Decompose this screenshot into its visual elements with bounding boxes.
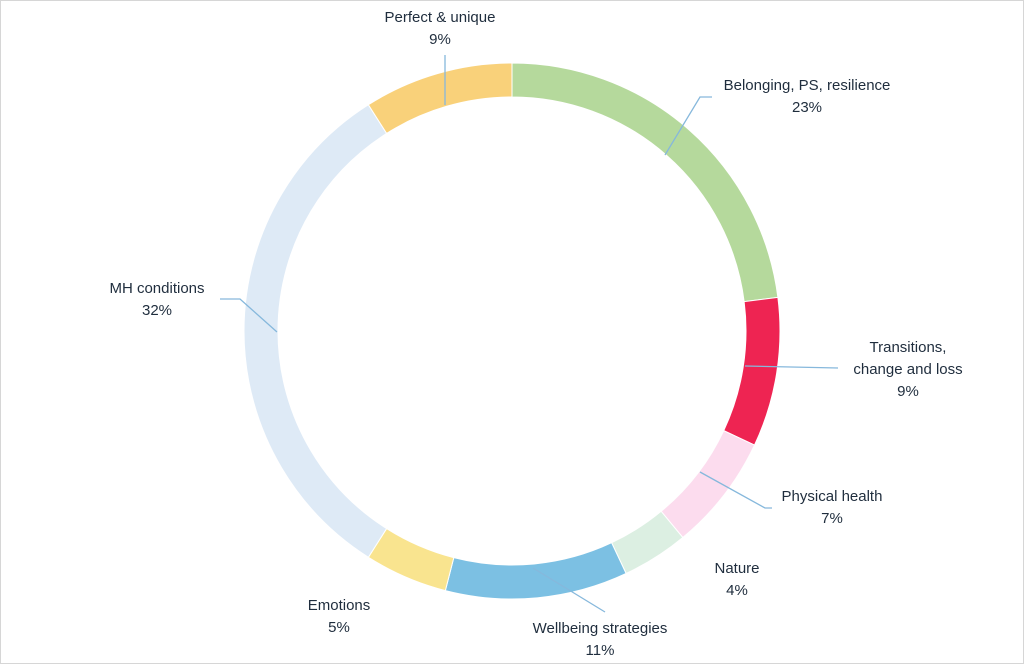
data-label-percent: 4%	[726, 582, 748, 599]
slice-wellbeing-strategies	[444, 542, 627, 600]
data-label: Wellbeing strategies 11%	[533, 620, 668, 659]
leader-line	[664, 96, 712, 156]
leader-lines	[220, 55, 839, 613]
slice-perfect-unique	[367, 62, 513, 135]
data-label: MH conditions 32%	[109, 280, 204, 319]
leader-line	[220, 298, 278, 333]
leader-line	[744, 365, 839, 369]
data-label-percent: 11%	[586, 642, 615, 659]
leader-line	[532, 567, 606, 613]
slice-physical-health	[660, 429, 756, 539]
data-label-percent: 32%	[142, 302, 172, 319]
data-label-text: Wellbeing strategies	[533, 620, 668, 637]
slice-belonging-ps-resilience	[511, 62, 779, 303]
data-label-percent: 23%	[792, 99, 822, 116]
data-label-text: Perfect & unique	[385, 9, 496, 26]
data-label: Emotions 5%	[308, 597, 371, 636]
data-label: Transitions, change and loss 9%	[853, 339, 962, 400]
data-label-percent: 9%	[897, 383, 919, 400]
data-labels: Belonging, PS, resilience 23% Transitions,…	[109, 9, 962, 659]
data-label-text: Physical health	[782, 488, 883, 505]
data-label-percent: 9%	[429, 31, 451, 48]
data-label-text: Nature	[714, 560, 759, 577]
data-label-text: change and loss	[853, 361, 962, 378]
leader-line	[699, 471, 772, 509]
slice-mh-conditions	[243, 104, 388, 558]
data-label-text: Transitions,	[870, 339, 947, 356]
data-label: Nature 4%	[714, 560, 759, 599]
slice-transitions-change-and-loss	[723, 296, 781, 446]
data-label-text: Emotions	[308, 597, 371, 614]
data-label: Physical health 7%	[782, 488, 883, 527]
data-label: Belonging, PS, resilience 23%	[724, 77, 891, 116]
data-label-text: Belonging, PS, resilience	[724, 77, 891, 94]
data-label-text: MH conditions	[109, 280, 204, 297]
data-label-percent: 7%	[821, 510, 843, 527]
data-label-percent: 5%	[328, 619, 350, 636]
donut-slices	[243, 62, 781, 600]
data-label: Perfect & unique 9%	[385, 9, 496, 48]
